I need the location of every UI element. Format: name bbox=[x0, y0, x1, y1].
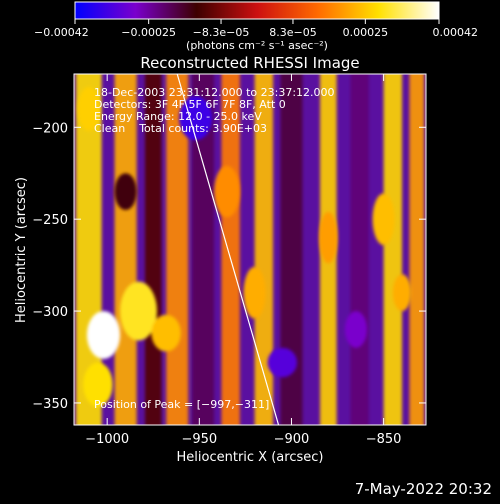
colorbar: −0.00042 −0.00025 −8.3e−05 8.3e−05 0.00025 0.… bbox=[34, 1, 478, 52]
heatmap-blob bbox=[319, 211, 338, 264]
heatmap-column bbox=[280, 74, 303, 425]
heatmap-blob bbox=[151, 314, 181, 352]
y-tick-label: −250 bbox=[32, 213, 68, 228]
x-tick-label: −850 bbox=[366, 432, 402, 447]
y-axis-label: Heliocentric Y (arcsec) bbox=[14, 177, 29, 323]
colorbar-unit-label: (photons cm⁻² s⁻¹ asec⁻²) bbox=[186, 39, 328, 52]
heatmap-blob bbox=[120, 281, 157, 341]
heatmap-column bbox=[350, 74, 369, 425]
heatmap-blob bbox=[114, 173, 137, 210]
heatmap-blob bbox=[77, 86, 100, 131]
colorbar-ticks: −0.00042 −0.00025 −8.3e−05 8.3e−05 0.00025 0.… bbox=[34, 19, 478, 39]
annotation-block: 18-Dec-2003 23:31:12.000 to 23:37:12.000… bbox=[94, 86, 335, 135]
colorbar-tick-label: 0.00042 bbox=[433, 26, 479, 39]
colorbar-tick-label: 8.3e−05 bbox=[269, 26, 316, 39]
heatmap-column bbox=[254, 74, 274, 425]
heatmap-blob bbox=[344, 311, 368, 348]
heatmap-blob bbox=[214, 165, 240, 218]
render-timestamp: 7-May-2022 20:32 bbox=[354, 480, 492, 498]
y-tick-label: −350 bbox=[32, 397, 68, 412]
y-axis-ticks: −350 −300 −250 −200 bbox=[32, 121, 426, 412]
x-tick-label: −900 bbox=[274, 432, 310, 447]
y-tick-label: −200 bbox=[32, 121, 68, 136]
heatmap-blob bbox=[392, 274, 412, 312]
heatmap-column bbox=[191, 74, 215, 425]
heatmap-blob bbox=[83, 362, 113, 407]
chart-title: Reconstructed RHESSI Image bbox=[140, 54, 359, 72]
x-tick-label: −1000 bbox=[85, 432, 129, 447]
plot-area bbox=[74, 74, 426, 425]
heatmap-column bbox=[409, 74, 425, 425]
heatmap-blob bbox=[267, 347, 297, 378]
annotation-energy-range: Energy Range: 12.0 - 25.0 keV bbox=[94, 110, 262, 123]
x-axis-ticks: −1000 −950 −900 −850 bbox=[85, 74, 401, 447]
colorbar-tick-label: 0.00025 bbox=[343, 26, 389, 39]
heatmap-blobs bbox=[77, 86, 412, 407]
heatmap-column bbox=[383, 74, 403, 425]
colorbar-tick-label: −0.00042 bbox=[34, 26, 89, 39]
y-tick-label: −300 bbox=[32, 305, 68, 320]
colorbar-tick-label: −8.3e−05 bbox=[193, 26, 250, 39]
solar-limb-line bbox=[176, 74, 280, 425]
plot-frame bbox=[73, 73, 427, 426]
heatmap-blob bbox=[372, 193, 395, 245]
annotation-time-range: 18-Dec-2003 23:31:12.000 to 23:37:12.000 bbox=[94, 86, 335, 99]
x-axis-label: Heliocentric X (arcsec) bbox=[177, 450, 324, 465]
colorbar-gradient bbox=[74, 1, 440, 20]
heatmap-column bbox=[221, 74, 240, 425]
annotation-detectors: Detectors: 3F 4F 5F 6F 7F 8F, Att 0 bbox=[94, 98, 286, 111]
colorbar-tick-label: −0.00025 bbox=[121, 26, 176, 39]
heatmap-blob bbox=[243, 266, 266, 319]
heatmap-blob bbox=[86, 311, 121, 359]
x-tick-label: −950 bbox=[181, 432, 217, 447]
peak-position-label: Position of Peak = [−997,−311] bbox=[94, 398, 269, 411]
annotation-clean-counts: Clean Total counts: 3.90E+03 bbox=[94, 122, 267, 135]
